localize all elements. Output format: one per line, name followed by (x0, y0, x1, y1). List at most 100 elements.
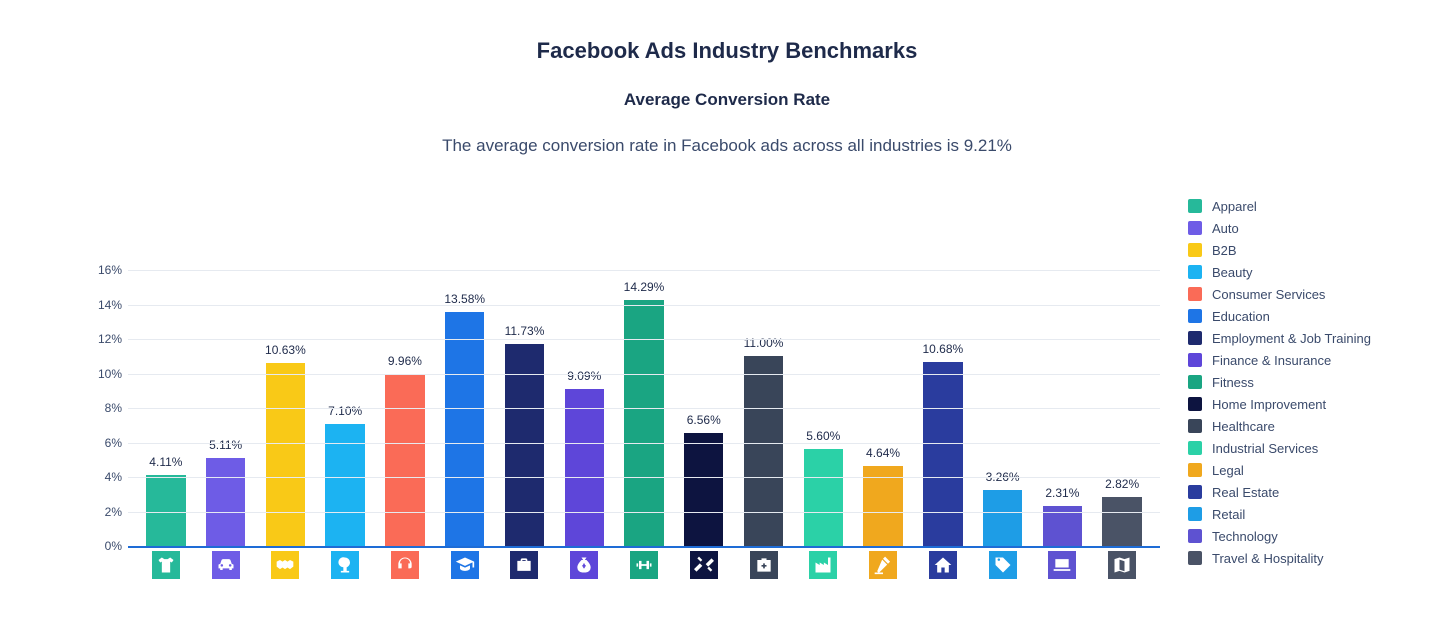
legend-swatch (1188, 287, 1202, 301)
legend-swatch (1188, 199, 1202, 213)
bar-value-label: 10.68% (922, 342, 963, 356)
ytick-label: 6% (84, 436, 122, 450)
ytick-label: 0% (84, 539, 122, 553)
legend-item: Real Estate (1188, 481, 1418, 503)
legend-item: Legal (1188, 459, 1418, 481)
xaxis-icons (128, 550, 1160, 580)
legend-item: Consumer Services (1188, 283, 1418, 305)
ytick-label: 16% (84, 263, 122, 277)
legend-label: Beauty (1212, 265, 1252, 280)
legend-item: Finance & Insurance (1188, 349, 1418, 371)
bar-chart: 4.11%5.11%10.63%7.10%9.96%13.58%11.73%9.… (80, 270, 1160, 580)
xaxis-icon-slot (196, 550, 256, 580)
factory-icon (809, 551, 837, 579)
legend-swatch (1188, 221, 1202, 235)
ytick-label: 10% (84, 367, 122, 381)
legend-swatch (1188, 265, 1202, 279)
xaxis-icon-slot (315, 550, 375, 580)
legend-swatch (1188, 397, 1202, 411)
gridline (128, 443, 1160, 444)
bar-healthcare: 11.00% (744, 356, 783, 546)
bar-value-label: 4.11% (149, 455, 182, 469)
gridline (128, 270, 1160, 271)
legend-label: Travel & Hospitality (1212, 551, 1324, 566)
gavel-icon (869, 551, 897, 579)
xaxis-icon-slot (435, 550, 495, 580)
legend-item: Industrial Services (1188, 437, 1418, 459)
legend-swatch (1188, 353, 1202, 367)
xaxis-icon-slot (734, 550, 794, 580)
mirror-icon (331, 551, 359, 579)
legend-item: Auto (1188, 217, 1418, 239)
legend-item: Employment & Job Training (1188, 327, 1418, 349)
bar-home-improvement: 6.56% (684, 433, 723, 546)
legend-item: Fitness (1188, 371, 1418, 393)
legend-item: Healthcare (1188, 415, 1418, 437)
bar-fitness: 14.29% (624, 300, 663, 547)
bar-b2b: 10.63% (266, 363, 305, 546)
bar-value-label: 5.11% (209, 438, 242, 452)
chart-description: The average conversion rate in Facebook … (0, 110, 1454, 156)
xaxis-icon-slot (495, 550, 555, 580)
xaxis-icon-slot (853, 550, 913, 580)
legend-item: Beauty (1188, 261, 1418, 283)
medkit-icon (750, 551, 778, 579)
xaxis-icon-slot (674, 550, 734, 580)
fitness-icon (630, 551, 658, 579)
laptop-icon (1048, 551, 1076, 579)
legend-label: Consumer Services (1212, 287, 1325, 302)
plot-area: 4.11%5.11%10.63%7.10%9.96%13.58%11.73%9.… (128, 270, 1160, 548)
gradcap-icon (451, 551, 479, 579)
legend-label: Technology (1212, 529, 1278, 544)
bar-travel-hospitality: 2.82% (1102, 497, 1141, 546)
ytick-label: 12% (84, 332, 122, 346)
legend-swatch (1188, 441, 1202, 455)
bar-auto: 5.11% (206, 458, 245, 546)
legend-item: B2B (1188, 239, 1418, 261)
car-icon (212, 551, 240, 579)
legend-label: Legal (1212, 463, 1244, 478)
legend-item: Education (1188, 305, 1418, 327)
gridline (128, 374, 1160, 375)
chart-title: Facebook Ads Industry Benchmarks (0, 0, 1454, 64)
bar-retail: 3.26% (983, 490, 1022, 546)
ytick-label: 14% (84, 298, 122, 312)
legend-label: Fitness (1212, 375, 1254, 390)
bar-real-estate: 10.68% (923, 362, 962, 546)
legend-swatch (1188, 419, 1202, 433)
bar-value-label: 2.31% (1045, 486, 1079, 500)
xaxis-icon-slot (793, 550, 853, 580)
legend-label: Education (1212, 309, 1270, 324)
xaxis-icon-slot (614, 550, 674, 580)
legend-swatch (1188, 331, 1202, 345)
tag-icon (989, 551, 1017, 579)
legend-swatch (1188, 463, 1202, 477)
bar-value-label: 2.82% (1105, 477, 1139, 491)
xaxis-icon-slot (554, 550, 614, 580)
briefcase-icon (510, 551, 538, 579)
house-icon (929, 551, 957, 579)
bar-value-label: 11.73% (505, 324, 545, 338)
xaxis-icon-slot (136, 550, 196, 580)
xaxis-icon-slot (973, 550, 1033, 580)
legend-label: Industrial Services (1212, 441, 1318, 456)
bar-industrial-services: 5.60% (804, 449, 843, 546)
legend-label: Real Estate (1212, 485, 1279, 500)
gridline (128, 408, 1160, 409)
legend-label: Finance & Insurance (1212, 353, 1331, 368)
legend-label: Home Improvement (1212, 397, 1326, 412)
legend-swatch (1188, 551, 1202, 565)
bar-value-label: 6.56% (687, 413, 721, 427)
xaxis-icon-slot (375, 550, 435, 580)
ytick-label: 2% (84, 505, 122, 519)
xaxis-icon-slot (1092, 550, 1152, 580)
legend-label: Retail (1212, 507, 1245, 522)
legend-label: Auto (1212, 221, 1239, 236)
gridline (128, 512, 1160, 513)
gridline (128, 477, 1160, 478)
legend-swatch (1188, 507, 1202, 521)
xaxis-icon-slot (256, 550, 316, 580)
legend-item: Travel & Hospitality (1188, 547, 1418, 569)
legend-swatch (1188, 309, 1202, 323)
legend: ApparelAutoB2BBeautyConsumer ServicesEdu… (1188, 195, 1418, 569)
